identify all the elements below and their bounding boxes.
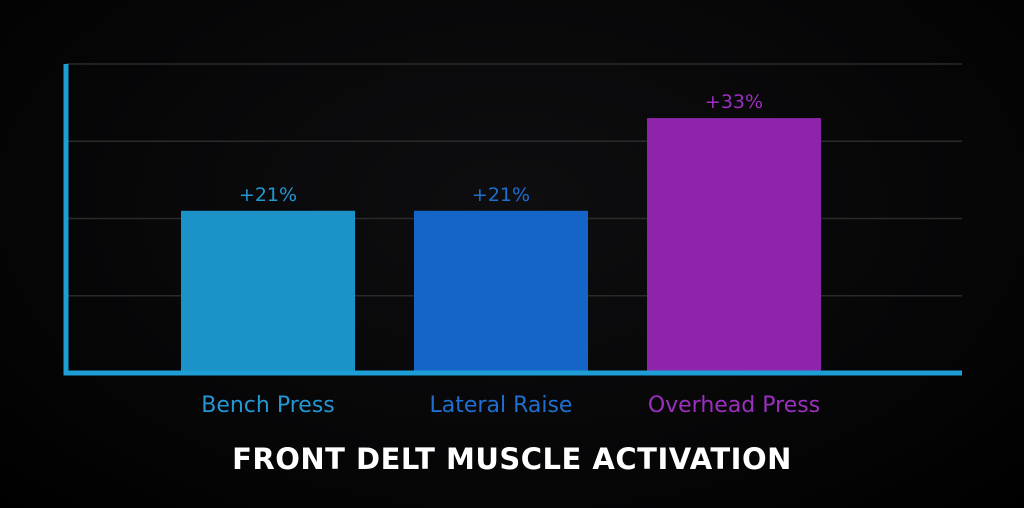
- bar-lateral-raise: [414, 210, 588, 373]
- bar-layer: [181, 118, 821, 373]
- category-label: Bench Press: [201, 393, 335, 418]
- chart-title: FRONT DELT MUSCLE ACTIVATION: [232, 442, 792, 476]
- bar-value-label: +33%: [705, 91, 763, 113]
- axis-layer: [63, 64, 962, 376]
- bar-value-label: +21%: [239, 184, 297, 206]
- label-layer: +21% Bench Press +21% Lateral Raise +33% Over…: [201, 91, 820, 418]
- bar-overhead-press: [647, 118, 821, 373]
- bar-bench-press: [181, 210, 355, 373]
- category-label: Overhead Press: [648, 393, 820, 418]
- bar-value-label: +21%: [472, 184, 530, 206]
- category-label: Lateral Raise: [430, 393, 573, 418]
